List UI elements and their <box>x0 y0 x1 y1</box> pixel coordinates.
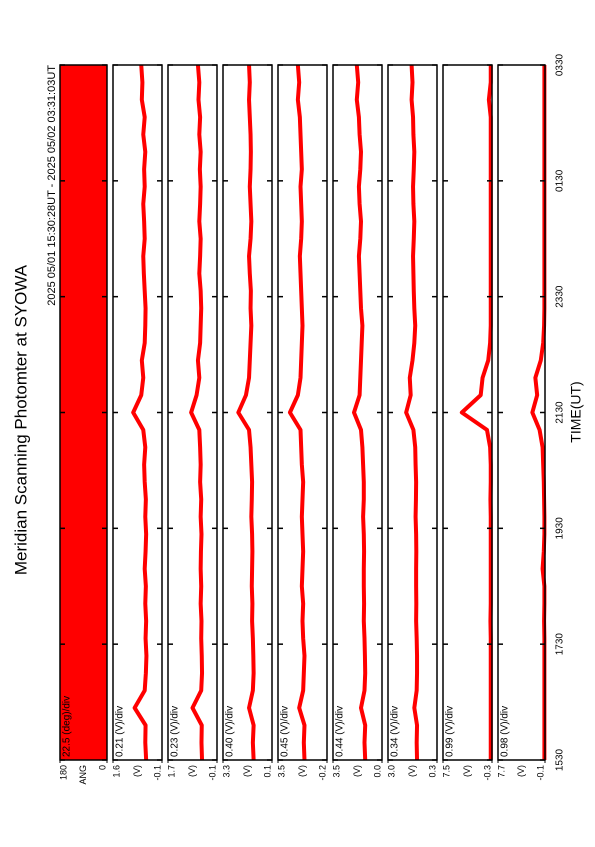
x-tick-label: 0330 <box>555 53 566 76</box>
panel-frame <box>222 64 273 761</box>
x-axis-label: TIME(UT) <box>568 381 584 442</box>
scale-label: 0.99 (V)/div <box>445 706 456 757</box>
series-label: ANG <box>78 765 88 785</box>
chart-subtitle: 2025 05/01 15:30:28UT - 2025 05/02 03:31… <box>46 65 58 306</box>
y-tick-label: 7.5 <box>441 765 451 778</box>
y-tick-label: 3.0 <box>386 765 396 778</box>
y-tick-label: 0 <box>97 765 107 770</box>
y-tick-label: 3.3 <box>221 765 231 778</box>
series-label: (V) <box>187 765 197 777</box>
series-label: (V) <box>407 765 417 777</box>
y-tick-label: 1.7 <box>166 765 176 778</box>
y-tick-label: -0.1 <box>535 765 545 781</box>
panel-frame <box>332 64 383 761</box>
trace <box>189 64 205 761</box>
scale-label: 22.5 (deg)/div <box>62 696 73 757</box>
series-label: (V) <box>242 765 252 777</box>
series-label: (V) <box>132 765 142 777</box>
y-tick-label: 3.5 <box>276 765 286 778</box>
x-tick-label: 2330 <box>555 285 566 308</box>
series-label: (V) <box>516 765 526 777</box>
y-tick-label: 1.6 <box>111 765 121 778</box>
x-tick-label: 2130 <box>555 401 566 424</box>
y-tick-label: -0.1 <box>207 765 217 781</box>
y-tick-label: 7.7 <box>496 765 506 778</box>
scale-label: 0.44 (V)/div <box>335 706 346 757</box>
trace <box>287 64 307 761</box>
trace <box>459 65 493 760</box>
scale-label: 0.98 (V)/div <box>500 706 511 757</box>
rotated-plot: Meridian Scanning Photomter at SYOWA 202… <box>11 53 583 784</box>
series-label: (V) <box>352 765 362 777</box>
series-label: (V) <box>462 765 472 777</box>
x-tick-label: 1930 <box>555 517 566 540</box>
y-tick-label: -0.3 <box>482 765 492 781</box>
x-tick-label: 0130 <box>555 169 566 192</box>
scale-label: 0.21 (V)/div <box>115 706 126 757</box>
y-tick-label: 180 <box>58 765 68 780</box>
panel-frame <box>497 64 546 761</box>
y-tick-label: 0.1 <box>262 765 272 778</box>
chart-title: Meridian Scanning Photomter at SYOWA <box>11 264 30 575</box>
y-tick-label: 3.5 <box>331 765 341 778</box>
scale-label: 0.23 (V)/div <box>170 706 181 757</box>
trace <box>236 64 256 761</box>
trace <box>404 64 420 761</box>
series-label: (V) <box>297 765 307 777</box>
x-tick-label: 1530 <box>555 748 566 771</box>
y-tick-label: 0.3 <box>427 765 437 778</box>
x-tick-label: 1730 <box>555 633 566 656</box>
y-tick-label: -0.1 <box>152 765 162 781</box>
y-tick-label: -0.2 <box>317 765 327 781</box>
panel-frame <box>112 64 163 761</box>
scale-label: 0.34 (V)/div <box>390 706 401 757</box>
scale-label: 0.40 (V)/div <box>225 706 236 757</box>
y-tick-label: 0.0 <box>372 765 382 778</box>
scale-label: 0.45 (V)/div <box>280 706 291 757</box>
trace <box>131 64 149 761</box>
trace <box>352 64 368 761</box>
panel-frame <box>442 64 493 761</box>
area <box>60 65 107 760</box>
